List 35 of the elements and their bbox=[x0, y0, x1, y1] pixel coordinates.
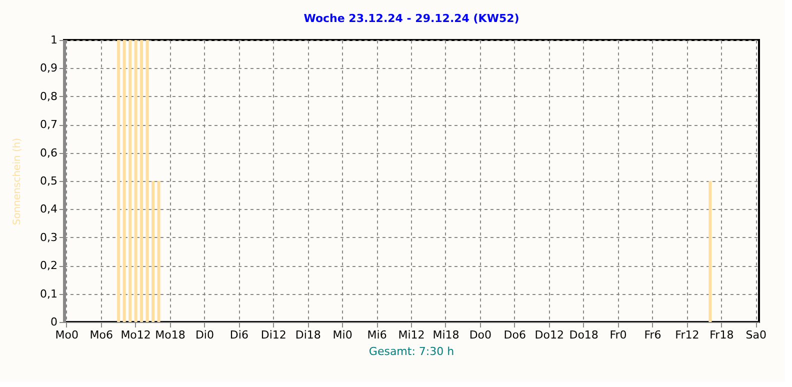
y-tick-label: 0,9 bbox=[40, 62, 58, 75]
x-tick-label: Fr0 bbox=[610, 328, 627, 342]
chart-title: Woche 23.12.24 - 29.12.24 (KW52) bbox=[304, 12, 520, 25]
x-tick-label: Mo0 bbox=[55, 328, 78, 342]
y-axis-title: Sonnenschein (h) bbox=[12, 138, 24, 226]
x-tick-label: Di0 bbox=[195, 328, 214, 342]
y-tick-label: 0,5 bbox=[40, 174, 58, 188]
x-tick-label: Di6 bbox=[230, 328, 248, 342]
x-tick-label: Fr18 bbox=[710, 328, 734, 342]
x-tick-label: Mi18 bbox=[432, 328, 460, 342]
x-tick-label: Mo18 bbox=[155, 328, 186, 342]
x-tick-label: Sa0 bbox=[746, 328, 766, 342]
x-tick-label: Do12 bbox=[534, 328, 564, 342]
y-tick-label: 0,6 bbox=[40, 146, 58, 160]
x-tick-label: Mi0 bbox=[332, 328, 352, 342]
x-tick-label: Mi12 bbox=[398, 328, 425, 342]
y-tick-label: 0,3 bbox=[40, 230, 58, 244]
y-tick-label: 0,1 bbox=[40, 287, 58, 300]
y-tick-label: 0 bbox=[50, 316, 58, 328]
x-tick-label: Do6 bbox=[504, 328, 526, 342]
x-tick-label: Fr12 bbox=[675, 328, 700, 342]
y-tick-label: 1 bbox=[50, 34, 58, 46]
x-tick-label: Mo12 bbox=[120, 328, 151, 342]
y-tick-label: 0,4 bbox=[40, 202, 58, 216]
y-tick-label: 0,2 bbox=[40, 259, 58, 272]
x-tick-label: Do18 bbox=[569, 328, 598, 342]
x-tick-label: Di12 bbox=[260, 328, 286, 342]
x-tick-label: Mo6 bbox=[90, 328, 113, 342]
x-tick-label: Di18 bbox=[295, 328, 321, 342]
text: Gesamt: 7:30 h bbox=[368, 345, 454, 358]
x-tick-label: Fr6 bbox=[644, 328, 662, 342]
x-tick-label: Do0 bbox=[469, 328, 492, 342]
x-tick-label: Mi6 bbox=[367, 328, 387, 342]
y-tick-label: 0,8 bbox=[40, 90, 58, 103]
y-tick-label: 0,7 bbox=[40, 118, 58, 132]
